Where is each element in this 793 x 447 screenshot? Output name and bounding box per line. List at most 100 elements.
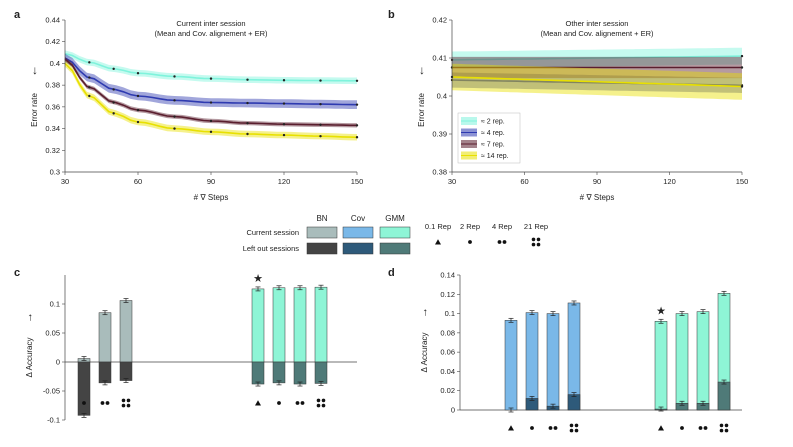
x-tick-label: 90 — [593, 177, 601, 186]
chart-title: Other inter session — [566, 19, 629, 28]
x-axis-label: # ∇ Steps — [580, 193, 615, 202]
bar-current-session — [119, 300, 133, 363]
data-point — [246, 101, 249, 105]
legend-color-swatch — [379, 226, 411, 239]
rep-legend-marker-dot — [468, 240, 472, 244]
rep-marker-triangle — [658, 425, 664, 431]
rep-marker-dot — [530, 426, 534, 430]
y-axis-label: Δ Accuracy — [420, 332, 429, 372]
data-point — [209, 119, 213, 123]
x-tick-label: 120 — [663, 177, 676, 186]
y-tick-label: 0.36 — [45, 102, 60, 111]
bar-current-session — [293, 287, 307, 363]
y-axis-arrow: → — [23, 312, 35, 323]
panel-b-chart: Other inter session(Mean and Cov. aligne… — [417, 16, 748, 203]
rep-legend-marker-dot — [536, 237, 541, 242]
data-point — [740, 54, 744, 58]
data-point — [319, 134, 322, 138]
rep-legend-marker-dot — [531, 237, 536, 242]
data-point — [355, 124, 359, 127]
legend-col-header: GMM — [385, 214, 405, 223]
rep-marker-dot — [574, 423, 579, 428]
data-point — [209, 101, 213, 104]
y-tick-label: 0.39 — [432, 130, 447, 139]
bar-current-session — [546, 313, 560, 411]
data-point — [209, 130, 213, 134]
y-tick-label: 0.04 — [440, 367, 455, 376]
legend-color-swatch — [379, 242, 411, 255]
series-band — [65, 60, 357, 141]
legend-color-swatch — [342, 226, 374, 239]
rep-marker-dot — [553, 426, 558, 430]
x-tick-label: 150 — [736, 177, 749, 186]
legend-label: ≈ 2 rep. — [481, 119, 505, 126]
y-tick-label: 0.4 — [437, 92, 447, 101]
rep-marker-dot — [316, 398, 321, 403]
bar-left-out-sessions — [98, 361, 112, 384]
x-tick-label: 90 — [207, 177, 215, 186]
y-tick-label: 0.32 — [45, 146, 60, 155]
data-point — [319, 79, 322, 82]
y-axis-label: Error rate — [417, 93, 426, 127]
data-point — [355, 103, 359, 106]
y-tick-label: 0.1 — [50, 300, 60, 309]
significance-star: ★ — [656, 305, 666, 317]
rep-legend-label: 4 Rep — [492, 222, 512, 231]
bar-current-session — [272, 287, 286, 363]
x-tick-label: 30 — [61, 177, 69, 186]
rep-legend-marker-dot — [536, 242, 541, 247]
rep-marker-dot — [680, 426, 684, 430]
rep-marker-dot — [719, 428, 724, 433]
rep-marker-dot — [569, 423, 574, 428]
rep-marker-dot — [121, 403, 126, 408]
color-legend-table: BN Cov GMM Current session Left out sessions — [243, 214, 411, 255]
rep-marker-dot — [105, 401, 110, 405]
rep-marker-dot — [126, 403, 131, 408]
y-axis-arrow: ↓ — [419, 63, 425, 77]
rep-legend-label: 2 Rep — [460, 222, 480, 231]
bar-current-session — [675, 313, 689, 411]
data-point — [136, 120, 140, 124]
series-line — [451, 76, 743, 88]
rep-legend-marker-dot — [531, 242, 536, 247]
data-point — [173, 75, 176, 78]
panel-c-chart: -0.1 -0.05 0 0.05 0.1 Δ Accuracy → ★ — [23, 273, 357, 425]
rep-marker-dot — [719, 423, 724, 428]
y-tick-label: 0.4 — [50, 59, 60, 68]
data-point — [112, 101, 115, 104]
y-tick-label: 0.44 — [45, 16, 60, 25]
bar-current-session — [654, 321, 668, 411]
y-tick-label: 0.38 — [45, 81, 60, 90]
rep-marker-dot — [548, 426, 553, 430]
legend-label: ≈ 7 rep. — [481, 142, 505, 149]
legend-row-label: Current session — [246, 228, 299, 237]
panel-a-chart: Current inter session(Mean and Cov. alig… — [30, 16, 363, 203]
rep-marker-dot — [100, 401, 105, 405]
legend-color-swatch — [342, 242, 374, 255]
bar-left-out-sessions — [717, 381, 731, 411]
rep-marker-dot — [126, 398, 131, 403]
data-point — [246, 121, 249, 125]
chart-subtitle: (Mean and Cov. alignement + ER) — [540, 29, 654, 38]
data-point — [355, 136, 359, 139]
y-tick-label: -0.05 — [43, 387, 60, 396]
x-tick-label: 30 — [448, 177, 456, 186]
y-tick-label: 0.06 — [440, 348, 455, 357]
legend-row-label: Left out sessions — [243, 244, 300, 253]
rep-marker-dot — [698, 426, 703, 430]
rep-marker-dot — [277, 401, 281, 405]
chart-subtitle: (Mean and Cov. alignement + ER) — [154, 29, 268, 38]
rep-marker-dot — [295, 401, 300, 405]
panel-d-chart: 0 0.02 0.04 0.06 0.08 0.1 0.12 0.14 Δ Accuracy → ★ — [418, 271, 742, 433]
y-tick-label: 0.14 — [440, 271, 455, 280]
series-line — [451, 55, 743, 61]
y-tick-label: 0.12 — [440, 290, 455, 299]
data-point — [740, 85, 744, 88]
y-axis-arrow: → — [418, 307, 430, 318]
rep-legend-marker-triangle — [435, 239, 441, 245]
y-tick-label: 0 — [56, 358, 60, 367]
y-tick-label: 0.42 — [45, 37, 60, 46]
bar-left-out-sessions — [119, 361, 133, 381]
data-point — [740, 66, 744, 69]
bar-current-session — [98, 312, 112, 363]
